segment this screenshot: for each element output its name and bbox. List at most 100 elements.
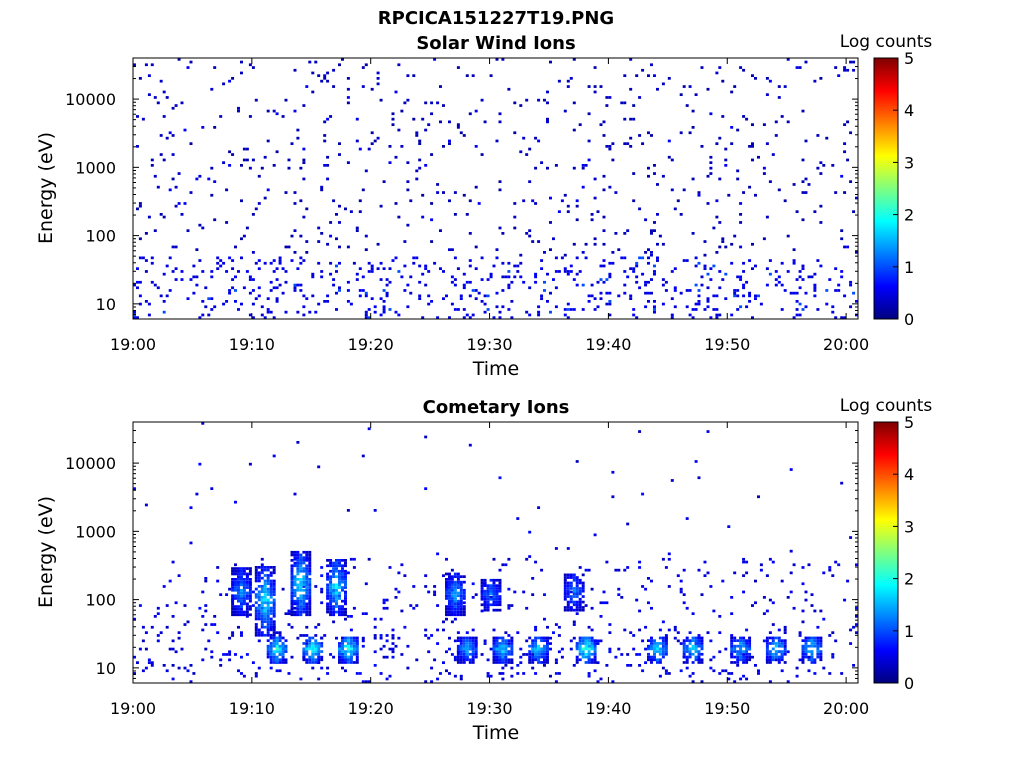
heatmap-cell — [240, 655, 243, 659]
heatmap-cell — [682, 650, 686, 653]
heatmap-cell — [237, 607, 240, 611]
heatmap-cell — [189, 541, 193, 545]
heatmap-cell — [453, 591, 457, 595]
heatmap-cell — [730, 612, 734, 616]
heatmap-cell — [742, 655, 746, 659]
heatmap-cell — [448, 199, 451, 203]
heatmap-cell — [492, 597, 496, 601]
heatmap-cell — [661, 557, 665, 561]
heatmap-cell — [780, 652, 784, 656]
heatmap-cell — [507, 587, 511, 591]
heatmap-cell — [840, 316, 844, 320]
heatmap-cell — [299, 234, 303, 238]
heatmap-cell — [242, 158, 246, 162]
heatmap-cell — [685, 647, 689, 651]
heatmap-cell — [700, 639, 704, 643]
heatmap-cell — [284, 612, 288, 616]
heatmap-cell — [540, 661, 544, 664]
heatmap-cell — [459, 591, 463, 595]
heatmap-cell — [765, 215, 769, 219]
heatmap-cell — [474, 636, 478, 640]
heatmap-cell — [626, 664, 630, 667]
heatmap-cell — [242, 597, 246, 600]
heatmap-cell — [335, 564, 338, 568]
heatmap-cell — [338, 594, 341, 598]
heatmap-cell — [293, 191, 297, 194]
heatmap-cell — [308, 550, 312, 554]
heatmap-cell — [287, 245, 291, 249]
heatmap-cell — [810, 650, 814, 653]
heatmap-cell — [245, 615, 249, 618]
heatmap-cell — [495, 658, 499, 662]
heatmap-cell — [807, 658, 811, 662]
heatmap-cell — [305, 634, 309, 637]
heatmap-cell — [453, 639, 457, 643]
heatmap-cell — [563, 595, 567, 598]
heatmap-cell — [733, 289, 737, 292]
colorbar-tick-label: 5 — [904, 49, 914, 68]
heatmap-cell — [709, 112, 713, 116]
heatmap-cell — [474, 185, 478, 189]
heatmap-cell — [293, 556, 297, 560]
heatmap-cell — [540, 636, 544, 640]
heatmap-cell — [736, 655, 740, 659]
heatmap-cell — [807, 655, 811, 659]
heatmap-cell — [254, 568, 258, 572]
heatmap-cell — [688, 85, 692, 88]
heatmap-cell — [840, 237, 844, 241]
heatmap-cell — [308, 594, 312, 598]
heatmap-cell — [344, 594, 347, 598]
heatmap-cell — [242, 569, 246, 573]
heatmap-cell — [290, 572, 294, 576]
heatmap-cell — [245, 591, 249, 595]
heatmap-cell — [644, 280, 648, 284]
heatmap-cell — [569, 584, 573, 588]
heatmap-cell — [843, 598, 847, 602]
heatmap-cell — [587, 294, 591, 298]
heatmap-cell — [263, 595, 267, 599]
heatmap-cell — [450, 578, 454, 581]
heatmap-cell — [453, 213, 457, 216]
heatmap-cell — [557, 650, 561, 654]
heatmap-cell — [147, 302, 151, 306]
heatmap-cell — [459, 597, 463, 600]
heatmap-cell — [388, 161, 392, 165]
heatmap-cell — [501, 644, 505, 648]
heatmap-cell — [346, 245, 350, 249]
heatmap-cell — [774, 655, 778, 659]
heatmap-cell — [293, 588, 297, 592]
heatmap-cell — [715, 313, 719, 317]
heatmap-cell — [593, 652, 597, 656]
heatmap-cell — [257, 259, 261, 262]
heatmap-cell — [195, 248, 199, 252]
heatmap-cell — [486, 592, 490, 596]
heatmap-cell — [593, 297, 597, 301]
heatmap-cell — [275, 297, 279, 301]
heatmap-cell — [299, 594, 303, 598]
heatmap-cell — [531, 650, 535, 653]
heatmap-cell — [156, 612, 160, 616]
heatmap-cell — [445, 607, 448, 611]
heatmap-cell — [751, 123, 754, 127]
heatmap-cell — [694, 639, 698, 643]
heatmap-cell — [608, 261, 612, 265]
heatmap-cell — [587, 674, 591, 678]
heatmap-cell — [629, 145, 633, 148]
heatmap-cell — [664, 636, 668, 640]
heatmap-cell — [489, 596, 493, 599]
heatmap-cell — [228, 289, 232, 292]
heatmap-cell — [513, 590, 517, 594]
heatmap-cell — [296, 597, 300, 600]
heatmap-cell — [305, 297, 309, 301]
heatmap-cell — [801, 644, 805, 648]
heatmap-cell — [219, 593, 223, 597]
heatmap-cell — [519, 150, 523, 154]
heatmap-cell — [305, 602, 309, 606]
heatmap-cell — [266, 650, 270, 653]
heatmap-cell — [260, 620, 264, 624]
heatmap-cell — [436, 191, 440, 194]
heatmap-cell — [355, 636, 359, 640]
heatmap-cell — [724, 297, 728, 301]
heatmap-cell — [344, 586, 347, 589]
